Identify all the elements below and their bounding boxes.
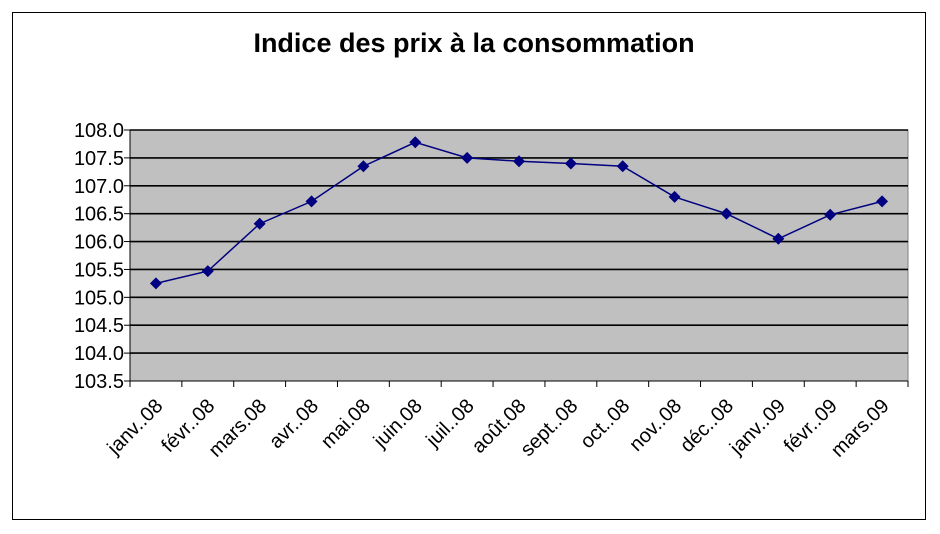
data-point (616, 160, 629, 173)
x-tick-label: mars.08 (205, 395, 272, 462)
data-point (461, 151, 474, 164)
y-tick-label: 107.0 (74, 176, 124, 198)
x-tick-label: janv..08 (103, 395, 168, 460)
chart-title: Indice des prix à la consommation (253, 28, 694, 58)
data-point (772, 232, 785, 245)
y-tick-label: 107.5 (74, 148, 124, 170)
data-point (357, 160, 370, 173)
y-tick-label: 103.5 (74, 371, 124, 393)
x-tick-label: janv..09 (725, 395, 790, 460)
x-tick-label: mars.09 (827, 395, 894, 462)
data-point (668, 190, 681, 203)
data-point (876, 195, 889, 208)
y-tick-label: 104.0 (74, 343, 124, 365)
y-tick-label: 108.0 (74, 120, 124, 142)
y-tick-label: 106.0 (74, 232, 124, 254)
data-point (253, 217, 266, 230)
data-point (824, 208, 837, 221)
data-point (305, 195, 318, 208)
x-tick-label: nov..08 (625, 395, 686, 456)
plot-background (129, 129, 909, 382)
data-point (720, 207, 733, 220)
data-point (201, 265, 214, 278)
x-tick-label: avr..08 (265, 395, 323, 453)
data-point (513, 155, 525, 168)
plot-area: 108.0 107.5 107.0 106.5 106.0 105.5 105.0 104.5… (74, 120, 909, 462)
y-tick-label: 105.5 (74, 259, 124, 281)
data-point (564, 157, 577, 170)
x-tick-label: mai.08 (317, 395, 375, 453)
y-tick-label: 106.5 (74, 204, 124, 226)
data-point (409, 136, 422, 149)
x-tick-label: oct..08 (576, 395, 634, 453)
x-tick-label: juin.08 (369, 395, 427, 453)
x-tick-label: sept..08 (517, 395, 583, 461)
data-point (149, 277, 162, 290)
y-tick-label: 104.5 (74, 315, 124, 337)
y-tick-label: 105.0 (74, 287, 124, 309)
